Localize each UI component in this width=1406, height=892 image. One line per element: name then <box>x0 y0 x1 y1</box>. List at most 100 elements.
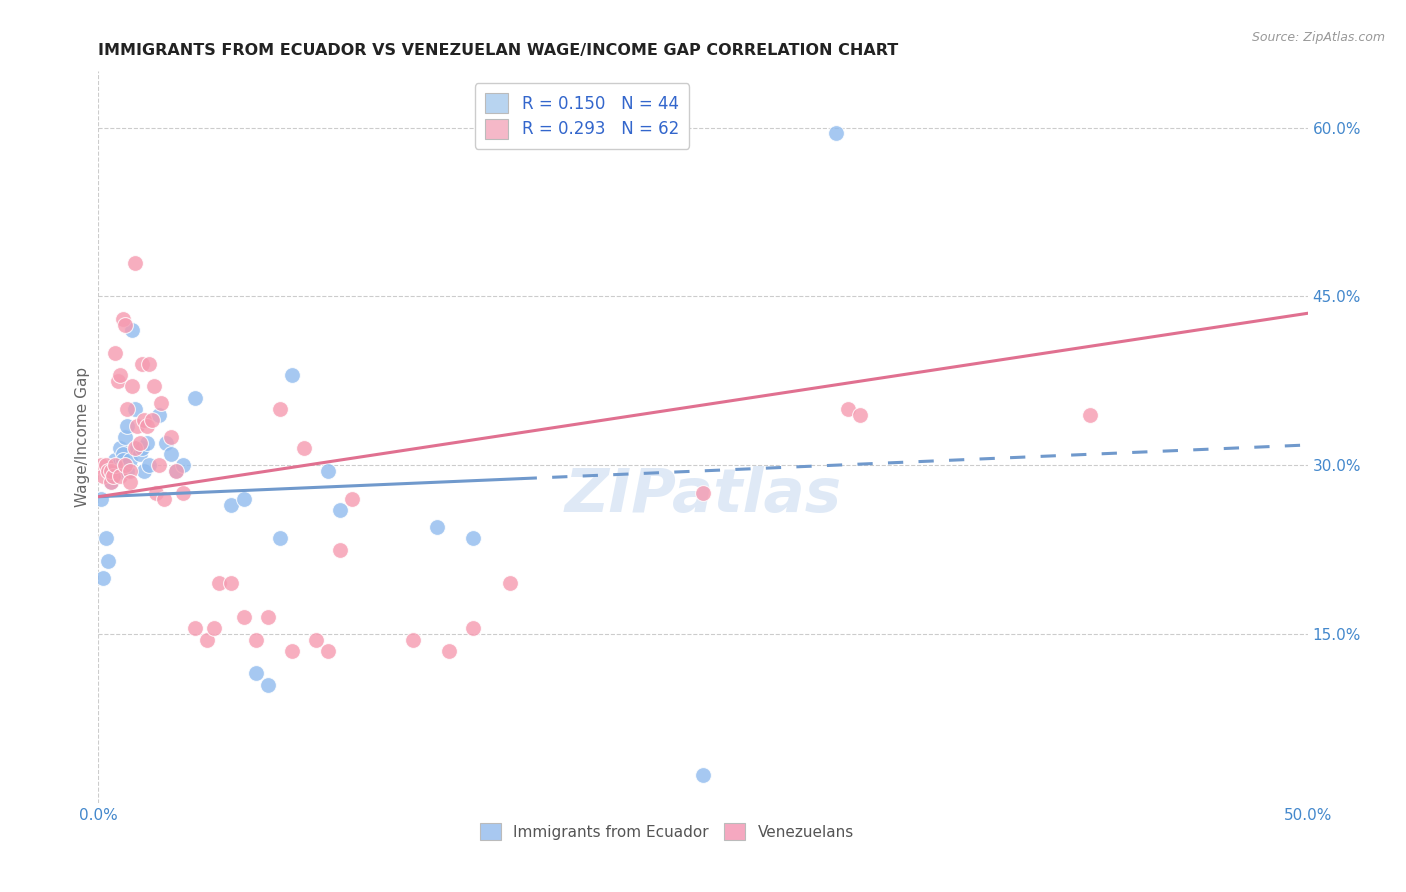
Point <box>90 491 112 506</box>
Point <box>402 632 425 647</box>
Text: Source: ZipAtlas.com: Source: ZipAtlas.com <box>1251 31 1385 45</box>
Point <box>256 610 278 624</box>
Point <box>100 464 122 478</box>
Point <box>329 503 352 517</box>
Point <box>124 255 146 269</box>
Point <box>269 401 291 416</box>
Point <box>692 767 714 781</box>
Point <box>1078 408 1101 422</box>
Point <box>245 666 267 681</box>
Point <box>172 458 194 473</box>
Point <box>124 442 146 456</box>
Point <box>101 469 124 483</box>
Point <box>498 576 520 591</box>
Point <box>104 464 127 478</box>
Point <box>145 486 167 500</box>
Point <box>143 379 166 393</box>
Point <box>305 632 328 647</box>
Point <box>107 458 129 473</box>
Point <box>111 447 134 461</box>
Point <box>221 498 243 512</box>
Point <box>138 357 160 371</box>
Point <box>165 464 187 478</box>
Point <box>269 532 291 546</box>
Point <box>134 413 156 427</box>
Point <box>124 401 146 416</box>
Legend: Immigrants from Ecuador, Venezuelans: Immigrants from Ecuador, Venezuelans <box>474 816 860 847</box>
Point <box>127 418 149 433</box>
Point <box>426 520 449 534</box>
Point <box>104 458 127 473</box>
Point <box>118 464 141 478</box>
Point <box>245 632 267 647</box>
Point <box>97 464 120 478</box>
Point <box>165 464 187 478</box>
Point <box>463 532 485 546</box>
Point <box>155 435 177 450</box>
Point <box>256 678 278 692</box>
Text: ZIPatlas: ZIPatlas <box>564 467 842 525</box>
Point <box>100 475 122 489</box>
Point <box>90 458 112 473</box>
Point <box>108 469 131 483</box>
Point <box>281 644 304 658</box>
Point <box>128 447 150 461</box>
Point <box>104 345 127 359</box>
Point <box>172 486 194 500</box>
Point <box>232 491 254 506</box>
Point <box>692 486 714 500</box>
Point <box>184 391 207 405</box>
Point <box>134 464 156 478</box>
Point <box>100 464 122 478</box>
Point <box>100 475 122 489</box>
Point <box>135 418 157 433</box>
Point <box>117 401 139 416</box>
Point <box>150 396 173 410</box>
Point <box>111 312 134 326</box>
Point <box>825 126 848 140</box>
Point <box>292 442 315 456</box>
Point <box>94 532 117 546</box>
Point <box>232 610 254 624</box>
Point <box>118 452 141 467</box>
Point <box>131 357 153 371</box>
Point <box>316 464 339 478</box>
Point <box>91 571 114 585</box>
Point <box>837 401 859 416</box>
Point <box>114 458 136 473</box>
Point <box>160 430 183 444</box>
Point <box>121 379 143 393</box>
Point <box>114 430 136 444</box>
Point <box>128 435 150 450</box>
Point <box>138 458 160 473</box>
Point <box>160 447 183 461</box>
Point <box>131 442 153 456</box>
Point <box>148 458 170 473</box>
Point <box>101 469 124 483</box>
Y-axis label: Wage/Income Gap: Wage/Income Gap <box>75 367 90 508</box>
Point <box>117 418 139 433</box>
Point <box>97 554 120 568</box>
Point <box>118 475 141 489</box>
Point <box>111 452 134 467</box>
Point <box>463 621 485 635</box>
Point <box>108 464 131 478</box>
Point <box>127 442 149 456</box>
Point <box>221 576 243 591</box>
Point <box>148 408 170 422</box>
Point <box>316 644 339 658</box>
Point <box>94 458 117 473</box>
Point <box>91 469 114 483</box>
Point <box>107 374 129 388</box>
Point <box>108 442 131 456</box>
Point <box>849 408 872 422</box>
Point <box>281 368 304 383</box>
Point <box>108 368 131 383</box>
Point <box>117 464 139 478</box>
Point <box>437 644 460 658</box>
Point <box>104 452 127 467</box>
Point <box>208 576 231 591</box>
Point <box>329 542 352 557</box>
Point <box>135 435 157 450</box>
Point <box>184 621 207 635</box>
